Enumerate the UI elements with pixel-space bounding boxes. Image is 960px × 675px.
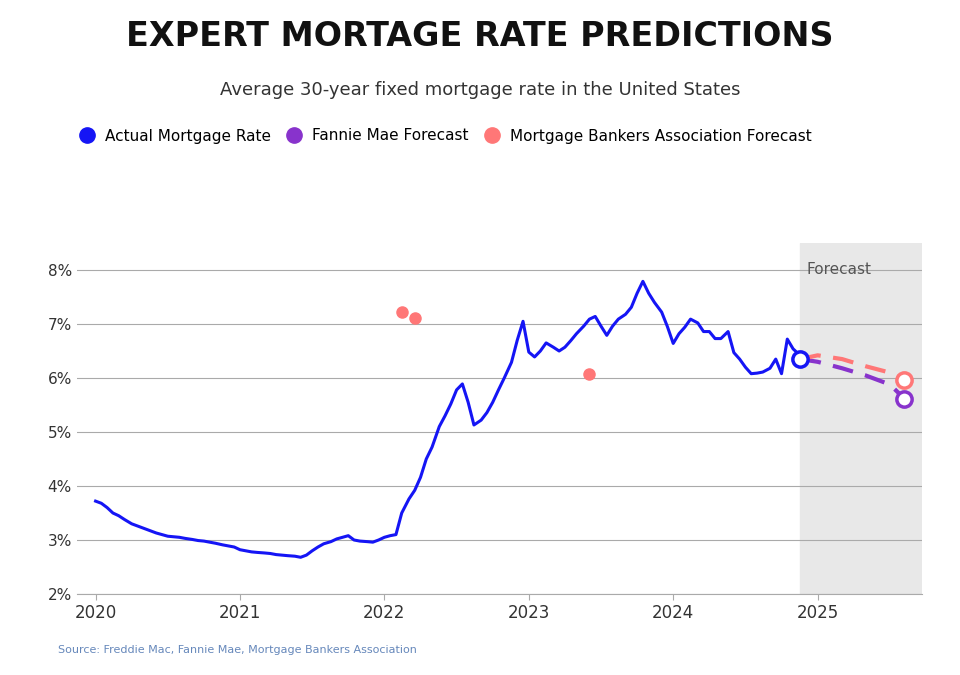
Bar [801,243,922,594]
Text: Average 30-year fixed mortgage rate in the United States: Average 30-year fixed mortgage rate in t… [220,81,740,99]
Text: EXPERT MORTAGE RATE PREDICTIONS: EXPERT MORTAGE RATE PREDICTIONS [127,20,833,53]
Legend: Actual Mortgage Rate, Fannie Mae Forecast, Mortgage Bankers Association Forecast: Actual Mortgage Rate, Fannie Mae Forecas… [65,122,818,150]
Text: Source: Freddie Mac, Fannie Mae, Mortgage Bankers Association: Source: Freddie Mac, Fannie Mae, Mortgag… [58,645,417,655]
Text: Forecast: Forecast [806,262,871,277]
